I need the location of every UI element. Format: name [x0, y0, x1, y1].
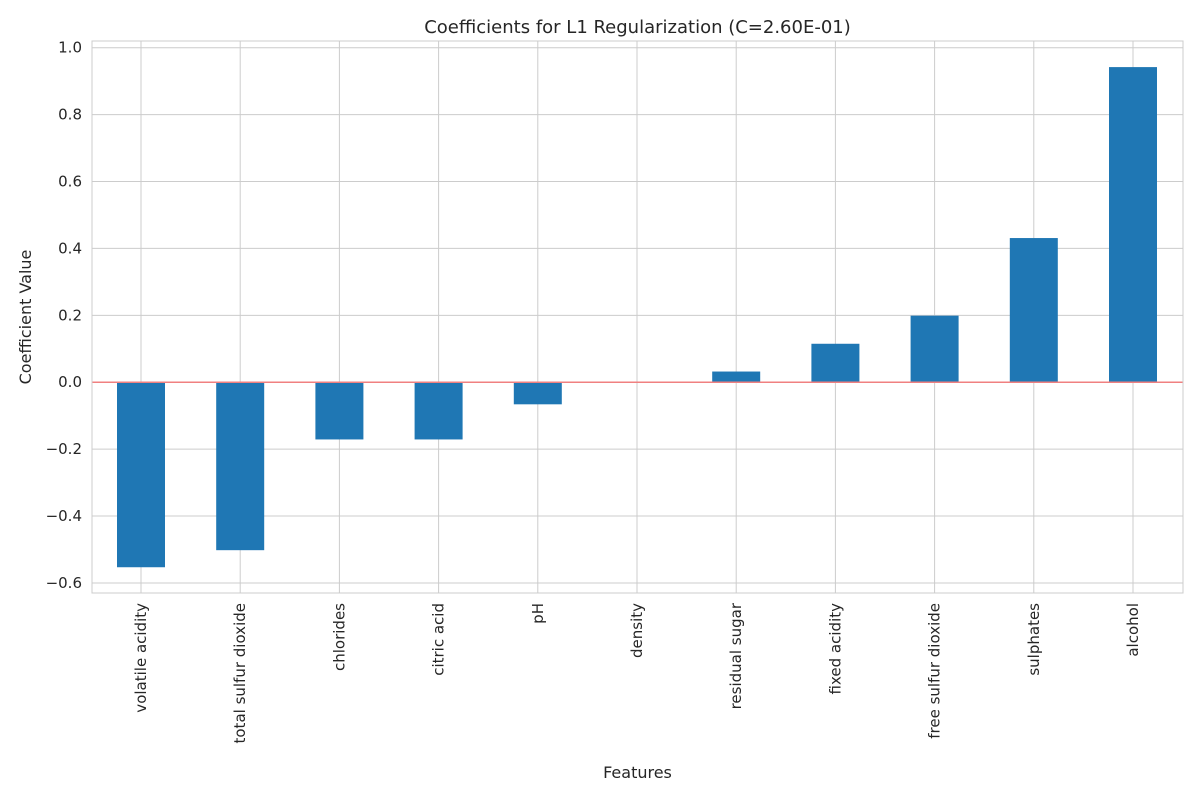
- bar-ph: [513, 382, 562, 405]
- x-tick-label: pH: [529, 603, 547, 624]
- chart-title: Coefficients for L1 Regularization (C=2.…: [424, 17, 851, 38]
- x-tick-label: density: [628, 603, 646, 658]
- y-tick-labels: −0.6 −0.4 −0.2 0.0 0.2 0.4 0.6 0.8 1.0: [46, 39, 82, 592]
- bar-alcohol: [1109, 67, 1157, 383]
- y-tick-label: −0.2: [46, 440, 82, 458]
- bar-free-sulfur-dioxide: [910, 315, 959, 383]
- plot-frame: [91, 40, 1184, 594]
- y-tick-label: −0.6: [46, 574, 82, 592]
- x-tick-label: total sulfur dioxide: [231, 603, 249, 743]
- x-tick-label: fixed acidity: [826, 603, 844, 695]
- bar-sulphates: [1009, 238, 1058, 383]
- bar-chlorides: [315, 382, 364, 440]
- bar-citric-acid: [414, 382, 463, 440]
- x-tick-label: free sulfur dioxide: [926, 603, 944, 739]
- bar-residual-sugar: [712, 371, 761, 383]
- bars-layer: [117, 67, 1157, 568]
- y-tick-label: 0.4: [58, 239, 82, 257]
- y-tick-label: 0.2: [58, 306, 82, 324]
- bar-fixed-acidity: [811, 343, 860, 383]
- x-axis-title: Features: [603, 763, 672, 782]
- y-tick-label: 0.0: [58, 373, 82, 391]
- y-tick-label: 1.0: [58, 39, 82, 57]
- y-axis-title: Coefficient Value: [16, 250, 35, 385]
- x-tick-label: sulphates: [1025, 603, 1043, 676]
- y-tick-label: 0.6: [58, 173, 82, 191]
- x-tick-label: volatile acidity: [132, 603, 150, 713]
- x-tick-label: alcohol: [1124, 603, 1142, 657]
- x-tick-label: residual sugar: [727, 602, 745, 709]
- bar-volatile-acidity: [117, 382, 165, 568]
- y-tick-label: −0.4: [46, 507, 82, 525]
- y-tick-label: 0.8: [58, 106, 82, 124]
- bar-total-sulfur-dioxide: [216, 382, 265, 551]
- x-tick-label: citric acid: [430, 603, 448, 676]
- x-tick-labels: volatile acidity total sulfur dioxide chlo…: [132, 602, 1142, 743]
- x-tick-label: chlorides: [330, 603, 348, 671]
